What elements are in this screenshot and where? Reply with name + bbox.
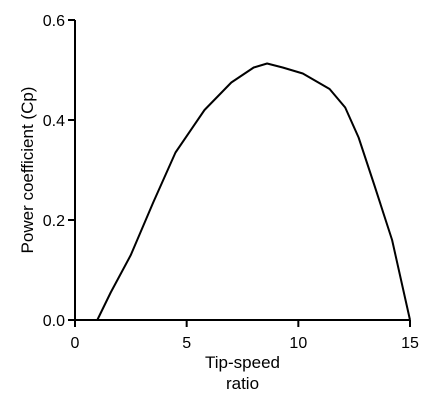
- y-tick-label: 0.0: [43, 313, 65, 330]
- cp-curve-line: [96, 62, 411, 321]
- ticks: 0 5 10 15 0.0 0.2 0.4 0.6: [43, 13, 419, 352]
- y-axis-title: Power coefficient (Cp): [18, 87, 37, 254]
- x-tick-label: 5: [182, 335, 191, 352]
- x-tick-label: 10: [289, 335, 307, 352]
- x-axis-title-line-1: Tip-speed: [205, 353, 280, 372]
- y-tick-label: 0.6: [43, 13, 65, 30]
- axes: [74, 20, 410, 321]
- x-axis-title-line-2: ratio: [226, 374, 259, 393]
- x-tick-label: 0: [71, 335, 80, 352]
- y-tick-label: 0.2: [43, 213, 65, 230]
- x-tick-label: 15: [401, 335, 419, 352]
- y-tick-label: 0.4: [43, 113, 65, 130]
